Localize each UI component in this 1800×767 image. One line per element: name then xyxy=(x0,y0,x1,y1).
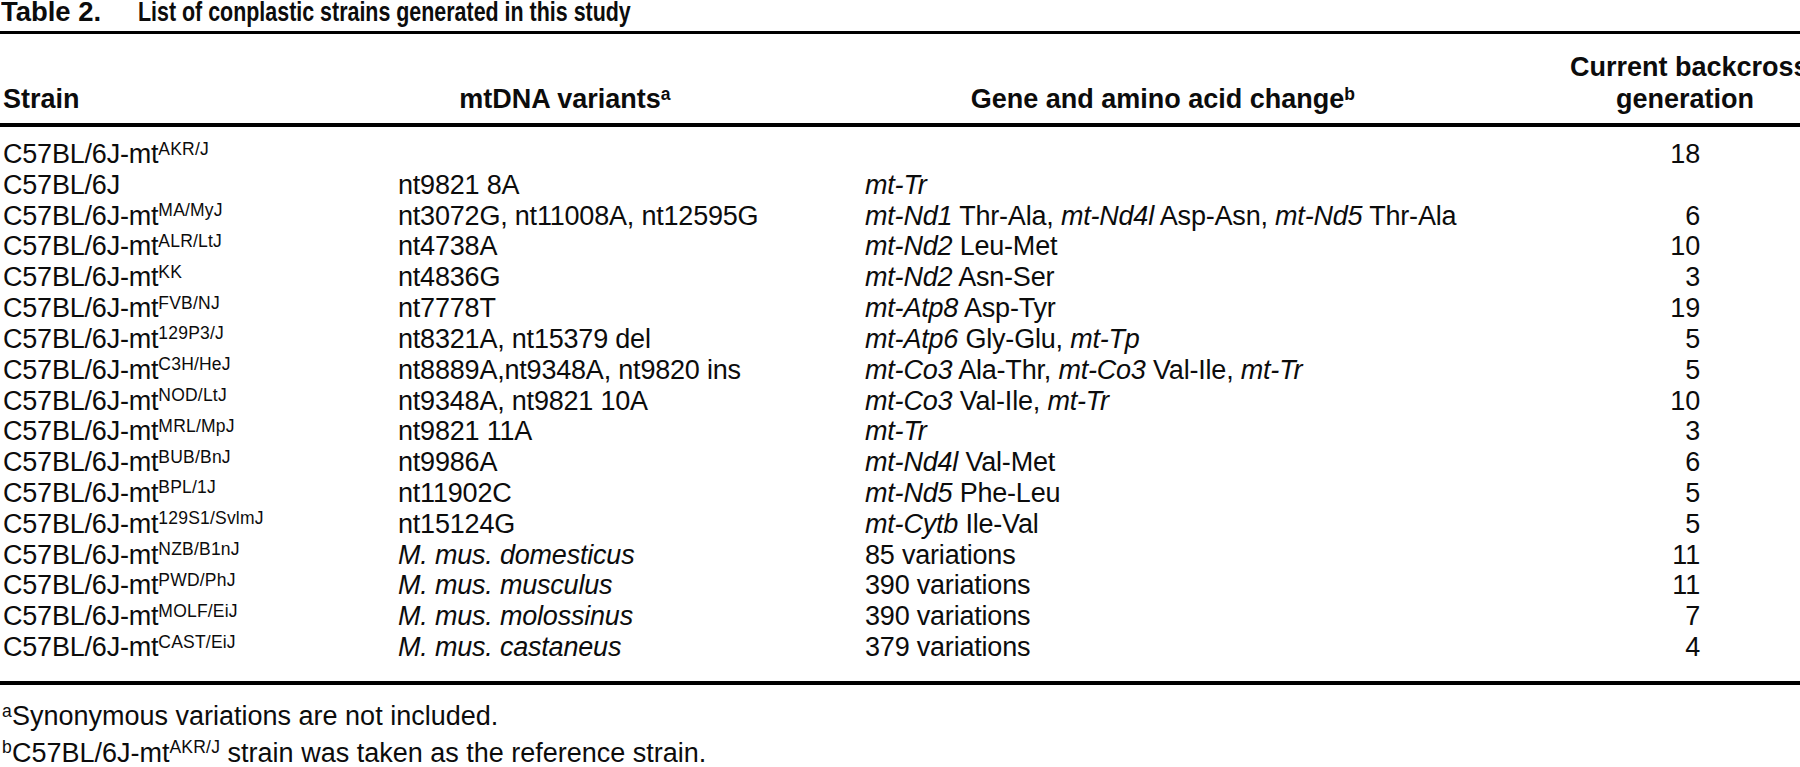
table-row: C57BL/6J-mtNZB/B1nJM. mus. domesticus85 … xyxy=(0,540,1800,571)
footnote: aSynonymous variations are not included. xyxy=(2,700,706,737)
mtdna-variants-cell: nt15124G xyxy=(398,509,865,540)
mtdna-variants-cell: nt11902C xyxy=(398,478,865,509)
strain-cell: C57BL/6J-mt129S1/SvlmJ xyxy=(3,509,398,540)
mtdna-variants-cell: nt7778T xyxy=(398,293,865,324)
backcross-generation-cell: 4 xyxy=(1502,632,1700,663)
mtdna-variants-cell: nt8321A, nt15379 del xyxy=(398,324,865,355)
table-row: C57BL/6J-mtFVB/NJnt7778Tmt-Atp8 Asp-Tyr1… xyxy=(0,293,1800,324)
mtdna-variants-cell: nt9821 11A xyxy=(398,416,865,447)
gene-amino-acid-change-cell: mt-Nd1 Thr-Ala, mt-Nd4l Asp-Asn, mt-Nd5 … xyxy=(865,201,1502,232)
backcross-generation-cell: 6 xyxy=(1502,447,1700,478)
mtdna-variants-cell: nt3072G, nt11008A, nt12595G xyxy=(398,201,865,232)
backcross-generation-cell: 5 xyxy=(1502,324,1700,355)
table-row: C57BL/6J-mtBUB/BnJnt9986Amt-Nd4l Val-Met… xyxy=(0,447,1800,478)
gene-amino-acid-change-cell: mt-Nd4l Val-Met xyxy=(865,447,1502,478)
gene-amino-acid-change-cell: mt-Nd2 Leu-Met xyxy=(865,231,1502,262)
strain-cell: C57BL/6J-mtMOLF/EiJ xyxy=(3,601,398,632)
gene-amino-acid-change-cell: mt-Cytb Ile-Val xyxy=(865,509,1502,540)
gene-amino-acid-change-cell: 390 variations xyxy=(865,570,1502,601)
backcross-generation-cell: 3 xyxy=(1502,416,1700,447)
column-header-gene-amino-acid-change: Gene and amino acid changeb xyxy=(963,84,1363,119)
column-header-current-backcross-generation: Current backcross generation xyxy=(1570,52,1800,115)
gene-amino-acid-change-cell: mt-Atp6 Gly-Glu, mt-Tp xyxy=(865,324,1502,355)
column-header-strain: Strain xyxy=(3,84,80,116)
table-title-text: List of conplastic strains generated in … xyxy=(138,0,631,28)
table-body: C57BL/6J-mtAKR/J18C57BL/6Jnt9821 8Amt-Tr… xyxy=(0,139,1800,663)
table-row: C57BL/6Jnt9821 8Amt-Tr xyxy=(0,170,1800,201)
table-row: C57BL/6J-mtMA/MyJnt3072G, nt11008A, nt12… xyxy=(0,201,1800,232)
mtdna-variants-cell: nt9821 8A xyxy=(398,170,865,201)
gene-amino-acid-change-cell: mt-Tr xyxy=(865,416,1502,447)
table-row: C57BL/6J-mtBPL/1Jnt11902Cmt-Nd5 Phe-Leu5 xyxy=(0,478,1800,509)
strain-cell: C57BL/6J-mtPWD/PhJ xyxy=(3,570,398,601)
mtdna-variants-cell xyxy=(398,139,865,170)
title-divider xyxy=(0,31,1800,34)
backcross-generation-cell: 6 xyxy=(1502,201,1700,232)
gene-amino-acid-change-cell: mt-Atp8 Asp-Tyr xyxy=(865,293,1502,324)
strain-cell: C57BL/6J-mtMRL/MpJ xyxy=(3,416,398,447)
mtdna-variants-cell: M. mus. musculus xyxy=(398,570,865,601)
table-row: C57BL/6J-mtNOD/LtJnt9348A, nt9821 10Amt-… xyxy=(0,386,1800,417)
table-title-label: Table 2. xyxy=(1,0,101,28)
backcross-generation-cell: 7 xyxy=(1502,601,1700,632)
gene-amino-acid-change-cell: mt-Nd2 Asn-Ser xyxy=(865,262,1502,293)
table-row: C57BL/6J-mtALR/LtJnt4738Amt-Nd2 Leu-Met1… xyxy=(0,231,1800,262)
mtdna-variants-cell: M. mus. domesticus xyxy=(398,540,865,571)
mtdna-variants-cell: nt9986A xyxy=(398,447,865,478)
strain-cell: C57BL/6J-mtBPL/1J xyxy=(3,478,398,509)
header-divider xyxy=(0,123,1800,127)
backcross-generation-cell: 11 xyxy=(1502,570,1700,601)
backcross-generation-cell: 19 xyxy=(1502,293,1700,324)
backcross-generation-cell: 11 xyxy=(1502,540,1700,571)
strain-cell: C57BL/6J-mtC3H/HeJ xyxy=(3,355,398,386)
document-page: { "title": { "prefix": "Table 2.", "text… xyxy=(0,0,1800,767)
gene-amino-acid-change-cell: mt-Nd5 Phe-Leu xyxy=(865,478,1502,509)
backcross-generation-cell: 18 xyxy=(1502,139,1700,170)
gene-amino-acid-change-cell: mt-Co3 Val-Ile, mt-Tr xyxy=(865,386,1502,417)
backcross-generation-cell: 3 xyxy=(1502,262,1700,293)
strain-cell: C57BL/6J-mtKK xyxy=(3,262,398,293)
strain-cell: C57BL/6J xyxy=(3,170,398,201)
column-header-mtdna-variants: mtDNA variantsa xyxy=(365,84,765,119)
backcross-generation-cell: 5 xyxy=(1502,478,1700,509)
table-row: C57BL/6J-mtCAST/EiJM. mus. castaneus379 … xyxy=(0,632,1800,663)
strain-cell: C57BL/6J-mtAKR/J xyxy=(3,139,398,170)
mtdna-variants-cell: nt4836G xyxy=(398,262,865,293)
backcross-generation-cell xyxy=(1502,170,1700,201)
table-row: C57BL/6J-mtKKnt4836Gmt-Nd2 Asn-Ser3 xyxy=(0,262,1800,293)
bottom-divider xyxy=(0,681,1800,685)
mtdna-variants-cell: nt9348A, nt9821 10A xyxy=(398,386,865,417)
table-row: C57BL/6J-mtPWD/PhJM. mus. musculus390 va… xyxy=(0,570,1800,601)
backcross-generation-cell: 5 xyxy=(1502,355,1700,386)
footnote: bC57BL/6J-mtAKR/J strain was taken as th… xyxy=(2,737,706,767)
mtdna-variants-cell: nt8889A,nt9348A, nt9820 ins xyxy=(398,355,865,386)
table-row: C57BL/6J-mt129S1/SvlmJnt15124Gmt-Cytb Il… xyxy=(0,509,1800,540)
table-row: C57BL/6J-mtAKR/J 18 xyxy=(0,139,1800,170)
strain-cell: C57BL/6J-mt129P3/J xyxy=(3,324,398,355)
gene-amino-acid-change-cell: 85 variations xyxy=(865,540,1502,571)
table-row: C57BL/6J-mtMRL/MpJnt9821 11Amt-Tr3 xyxy=(0,416,1800,447)
strain-cell: C57BL/6J-mtBUB/BnJ xyxy=(3,447,398,478)
gene-amino-acid-change-cell xyxy=(865,139,1502,170)
gene-amino-acid-change-cell: 390 variations xyxy=(865,601,1502,632)
strain-cell: C57BL/6J-mtMA/MyJ xyxy=(3,201,398,232)
strain-cell: C57BL/6J-mtFVB/NJ xyxy=(3,293,398,324)
backcross-generation-cell: 10 xyxy=(1502,386,1700,417)
mtdna-variants-cell: M. mus. castaneus xyxy=(398,632,865,663)
strain-cell: C57BL/6J-mtCAST/EiJ xyxy=(3,632,398,663)
backcross-generation-cell: 5 xyxy=(1502,509,1700,540)
table-row: C57BL/6J-mtC3H/HeJnt8889A,nt9348A, nt982… xyxy=(0,355,1800,386)
gene-amino-acid-change-cell: mt-Co3 Ala-Thr, mt-Co3 Val-Ile, mt-Tr xyxy=(865,355,1502,386)
mtdna-variants-cell: M. mus. molossinus xyxy=(398,601,865,632)
gene-amino-acid-change-cell: 379 variations xyxy=(865,632,1502,663)
backcross-generation-cell: 10 xyxy=(1502,231,1700,262)
gene-amino-acid-change-cell: mt-Tr xyxy=(865,170,1502,201)
strain-cell: C57BL/6J-mtNZB/B1nJ xyxy=(3,540,398,571)
strain-cell: C57BL/6J-mtALR/LtJ xyxy=(3,231,398,262)
footnotes: aSynonymous variations are not included.… xyxy=(2,700,706,767)
strain-cell: C57BL/6J-mtNOD/LtJ xyxy=(3,386,398,417)
table-row: C57BL/6J-mtMOLF/EiJM. mus. molossinus390… xyxy=(0,601,1800,632)
mtdna-variants-cell: nt4738A xyxy=(398,231,865,262)
table-row: C57BL/6J-mt129P3/Jnt8321A, nt15379 delmt… xyxy=(0,324,1800,355)
